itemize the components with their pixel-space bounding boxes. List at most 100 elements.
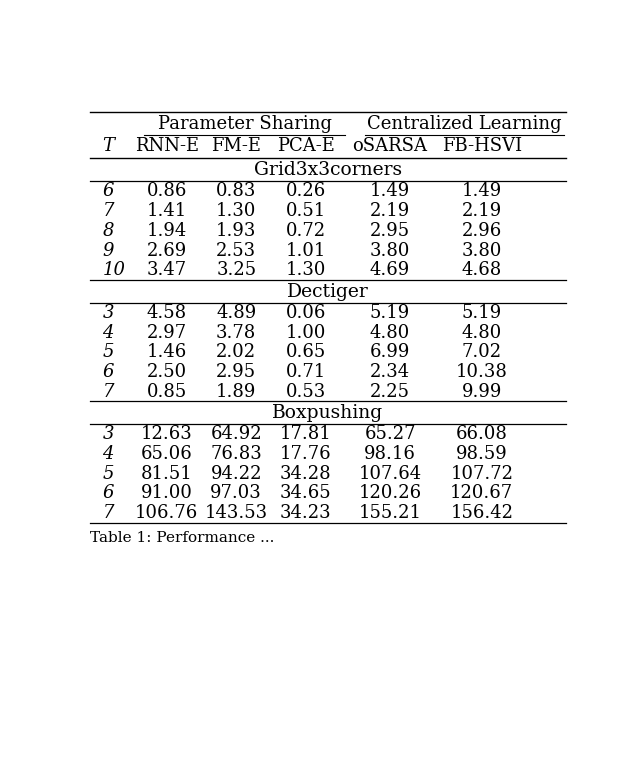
Text: 120.67: 120.67 bbox=[450, 485, 513, 503]
Text: 2.34: 2.34 bbox=[370, 363, 410, 381]
Text: Table 1: Performance ...: Table 1: Performance ... bbox=[90, 531, 275, 545]
Text: 3: 3 bbox=[102, 425, 114, 443]
Text: 12.63: 12.63 bbox=[141, 425, 193, 443]
Text: 17.81: 17.81 bbox=[280, 425, 332, 443]
Text: 1.94: 1.94 bbox=[147, 222, 187, 240]
Text: 0.53: 0.53 bbox=[285, 383, 326, 401]
Text: 120.26: 120.26 bbox=[358, 485, 422, 503]
Text: 2.69: 2.69 bbox=[147, 242, 187, 260]
Text: 76.83: 76.83 bbox=[211, 445, 262, 463]
Text: 107.72: 107.72 bbox=[451, 465, 513, 483]
Text: 1.00: 1.00 bbox=[285, 323, 326, 342]
Text: 8: 8 bbox=[102, 222, 114, 240]
Text: Dectiger: Dectiger bbox=[287, 283, 369, 301]
Text: 7: 7 bbox=[102, 383, 114, 401]
Text: 10: 10 bbox=[102, 261, 125, 280]
Text: Parameter Sharing: Parameter Sharing bbox=[158, 115, 332, 134]
Text: 34.65: 34.65 bbox=[280, 485, 332, 503]
Text: PCA-E: PCA-E bbox=[276, 138, 335, 155]
Text: 2.19: 2.19 bbox=[461, 202, 502, 220]
Text: 65.27: 65.27 bbox=[364, 425, 416, 443]
Text: 2.19: 2.19 bbox=[370, 202, 410, 220]
Text: 2.02: 2.02 bbox=[216, 343, 256, 361]
Text: Boxpushing: Boxpushing bbox=[273, 404, 383, 423]
Text: 155.21: 155.21 bbox=[358, 504, 422, 522]
Text: 91.00: 91.00 bbox=[141, 485, 193, 503]
Text: 143.53: 143.53 bbox=[205, 504, 268, 522]
Text: 0.51: 0.51 bbox=[285, 202, 326, 220]
Text: 17.76: 17.76 bbox=[280, 445, 332, 463]
Text: 10.38: 10.38 bbox=[456, 363, 508, 381]
Text: 6: 6 bbox=[102, 183, 114, 200]
Text: 1.41: 1.41 bbox=[147, 202, 187, 220]
Text: 66.08: 66.08 bbox=[456, 425, 508, 443]
Text: 3.80: 3.80 bbox=[370, 242, 410, 260]
Text: 5.19: 5.19 bbox=[370, 304, 410, 322]
Text: 6.99: 6.99 bbox=[370, 343, 410, 361]
Text: 65.06: 65.06 bbox=[141, 445, 193, 463]
Text: 9: 9 bbox=[102, 242, 114, 260]
Text: FM-E: FM-E bbox=[211, 138, 261, 155]
Text: 5: 5 bbox=[102, 465, 114, 483]
Text: 3.80: 3.80 bbox=[461, 242, 502, 260]
Text: 34.28: 34.28 bbox=[280, 465, 332, 483]
Text: 2.25: 2.25 bbox=[370, 383, 410, 401]
Text: 4: 4 bbox=[102, 323, 114, 342]
Text: 1.30: 1.30 bbox=[285, 261, 326, 280]
Text: 1.46: 1.46 bbox=[147, 343, 187, 361]
Text: 5: 5 bbox=[102, 343, 114, 361]
Text: 1.89: 1.89 bbox=[216, 383, 257, 401]
Text: 6: 6 bbox=[102, 363, 114, 381]
Text: 0.72: 0.72 bbox=[285, 222, 326, 240]
Text: 2.50: 2.50 bbox=[147, 363, 187, 381]
Text: 3: 3 bbox=[102, 304, 114, 322]
Text: 4.80: 4.80 bbox=[461, 323, 502, 342]
Text: 4.69: 4.69 bbox=[370, 261, 410, 280]
Text: 0.06: 0.06 bbox=[285, 304, 326, 322]
Text: 4.68: 4.68 bbox=[461, 261, 502, 280]
Text: 3.25: 3.25 bbox=[216, 261, 256, 280]
Text: 9.99: 9.99 bbox=[461, 383, 502, 401]
Text: 4.58: 4.58 bbox=[147, 304, 187, 322]
Text: 7: 7 bbox=[102, 202, 114, 220]
Text: 0.86: 0.86 bbox=[147, 183, 187, 200]
Text: 0.26: 0.26 bbox=[285, 183, 326, 200]
Text: 106.76: 106.76 bbox=[135, 504, 198, 522]
Text: 4.89: 4.89 bbox=[216, 304, 257, 322]
Text: 97.03: 97.03 bbox=[211, 485, 262, 503]
Text: T: T bbox=[102, 138, 115, 155]
Text: FB-HSVI: FB-HSVI bbox=[442, 138, 522, 155]
Text: Grid3x3corners: Grid3x3corners bbox=[254, 162, 402, 179]
Text: Centralized Learning: Centralized Learning bbox=[367, 115, 562, 134]
Text: 3.47: 3.47 bbox=[147, 261, 187, 280]
Text: 0.85: 0.85 bbox=[147, 383, 187, 401]
Text: 1.49: 1.49 bbox=[461, 183, 502, 200]
Text: 7.02: 7.02 bbox=[461, 343, 502, 361]
Text: 5.19: 5.19 bbox=[461, 304, 502, 322]
Text: 34.23: 34.23 bbox=[280, 504, 332, 522]
Text: 0.71: 0.71 bbox=[285, 363, 326, 381]
Text: RNN-E: RNN-E bbox=[135, 138, 199, 155]
Text: 0.65: 0.65 bbox=[285, 343, 326, 361]
Text: 2.95: 2.95 bbox=[370, 222, 410, 240]
Text: 0.83: 0.83 bbox=[216, 183, 257, 200]
Text: 6: 6 bbox=[102, 485, 114, 503]
Text: 7: 7 bbox=[102, 504, 114, 522]
Text: 64.92: 64.92 bbox=[211, 425, 262, 443]
Text: 4.80: 4.80 bbox=[370, 323, 410, 342]
Text: 107.64: 107.64 bbox=[358, 465, 422, 483]
Text: 98.59: 98.59 bbox=[456, 445, 508, 463]
Text: 4: 4 bbox=[102, 445, 114, 463]
Text: 1.49: 1.49 bbox=[370, 183, 410, 200]
Text: 2.97: 2.97 bbox=[147, 323, 187, 342]
Text: 1.93: 1.93 bbox=[216, 222, 257, 240]
Text: 1.30: 1.30 bbox=[216, 202, 257, 220]
Text: 98.16: 98.16 bbox=[364, 445, 416, 463]
Text: oSARSA: oSARSA bbox=[353, 138, 428, 155]
Text: 81.51: 81.51 bbox=[141, 465, 193, 483]
Text: 2.53: 2.53 bbox=[216, 242, 256, 260]
Text: 2.96: 2.96 bbox=[461, 222, 502, 240]
Text: 1.01: 1.01 bbox=[285, 242, 326, 260]
Text: 3.78: 3.78 bbox=[216, 323, 257, 342]
Text: 156.42: 156.42 bbox=[451, 504, 513, 522]
